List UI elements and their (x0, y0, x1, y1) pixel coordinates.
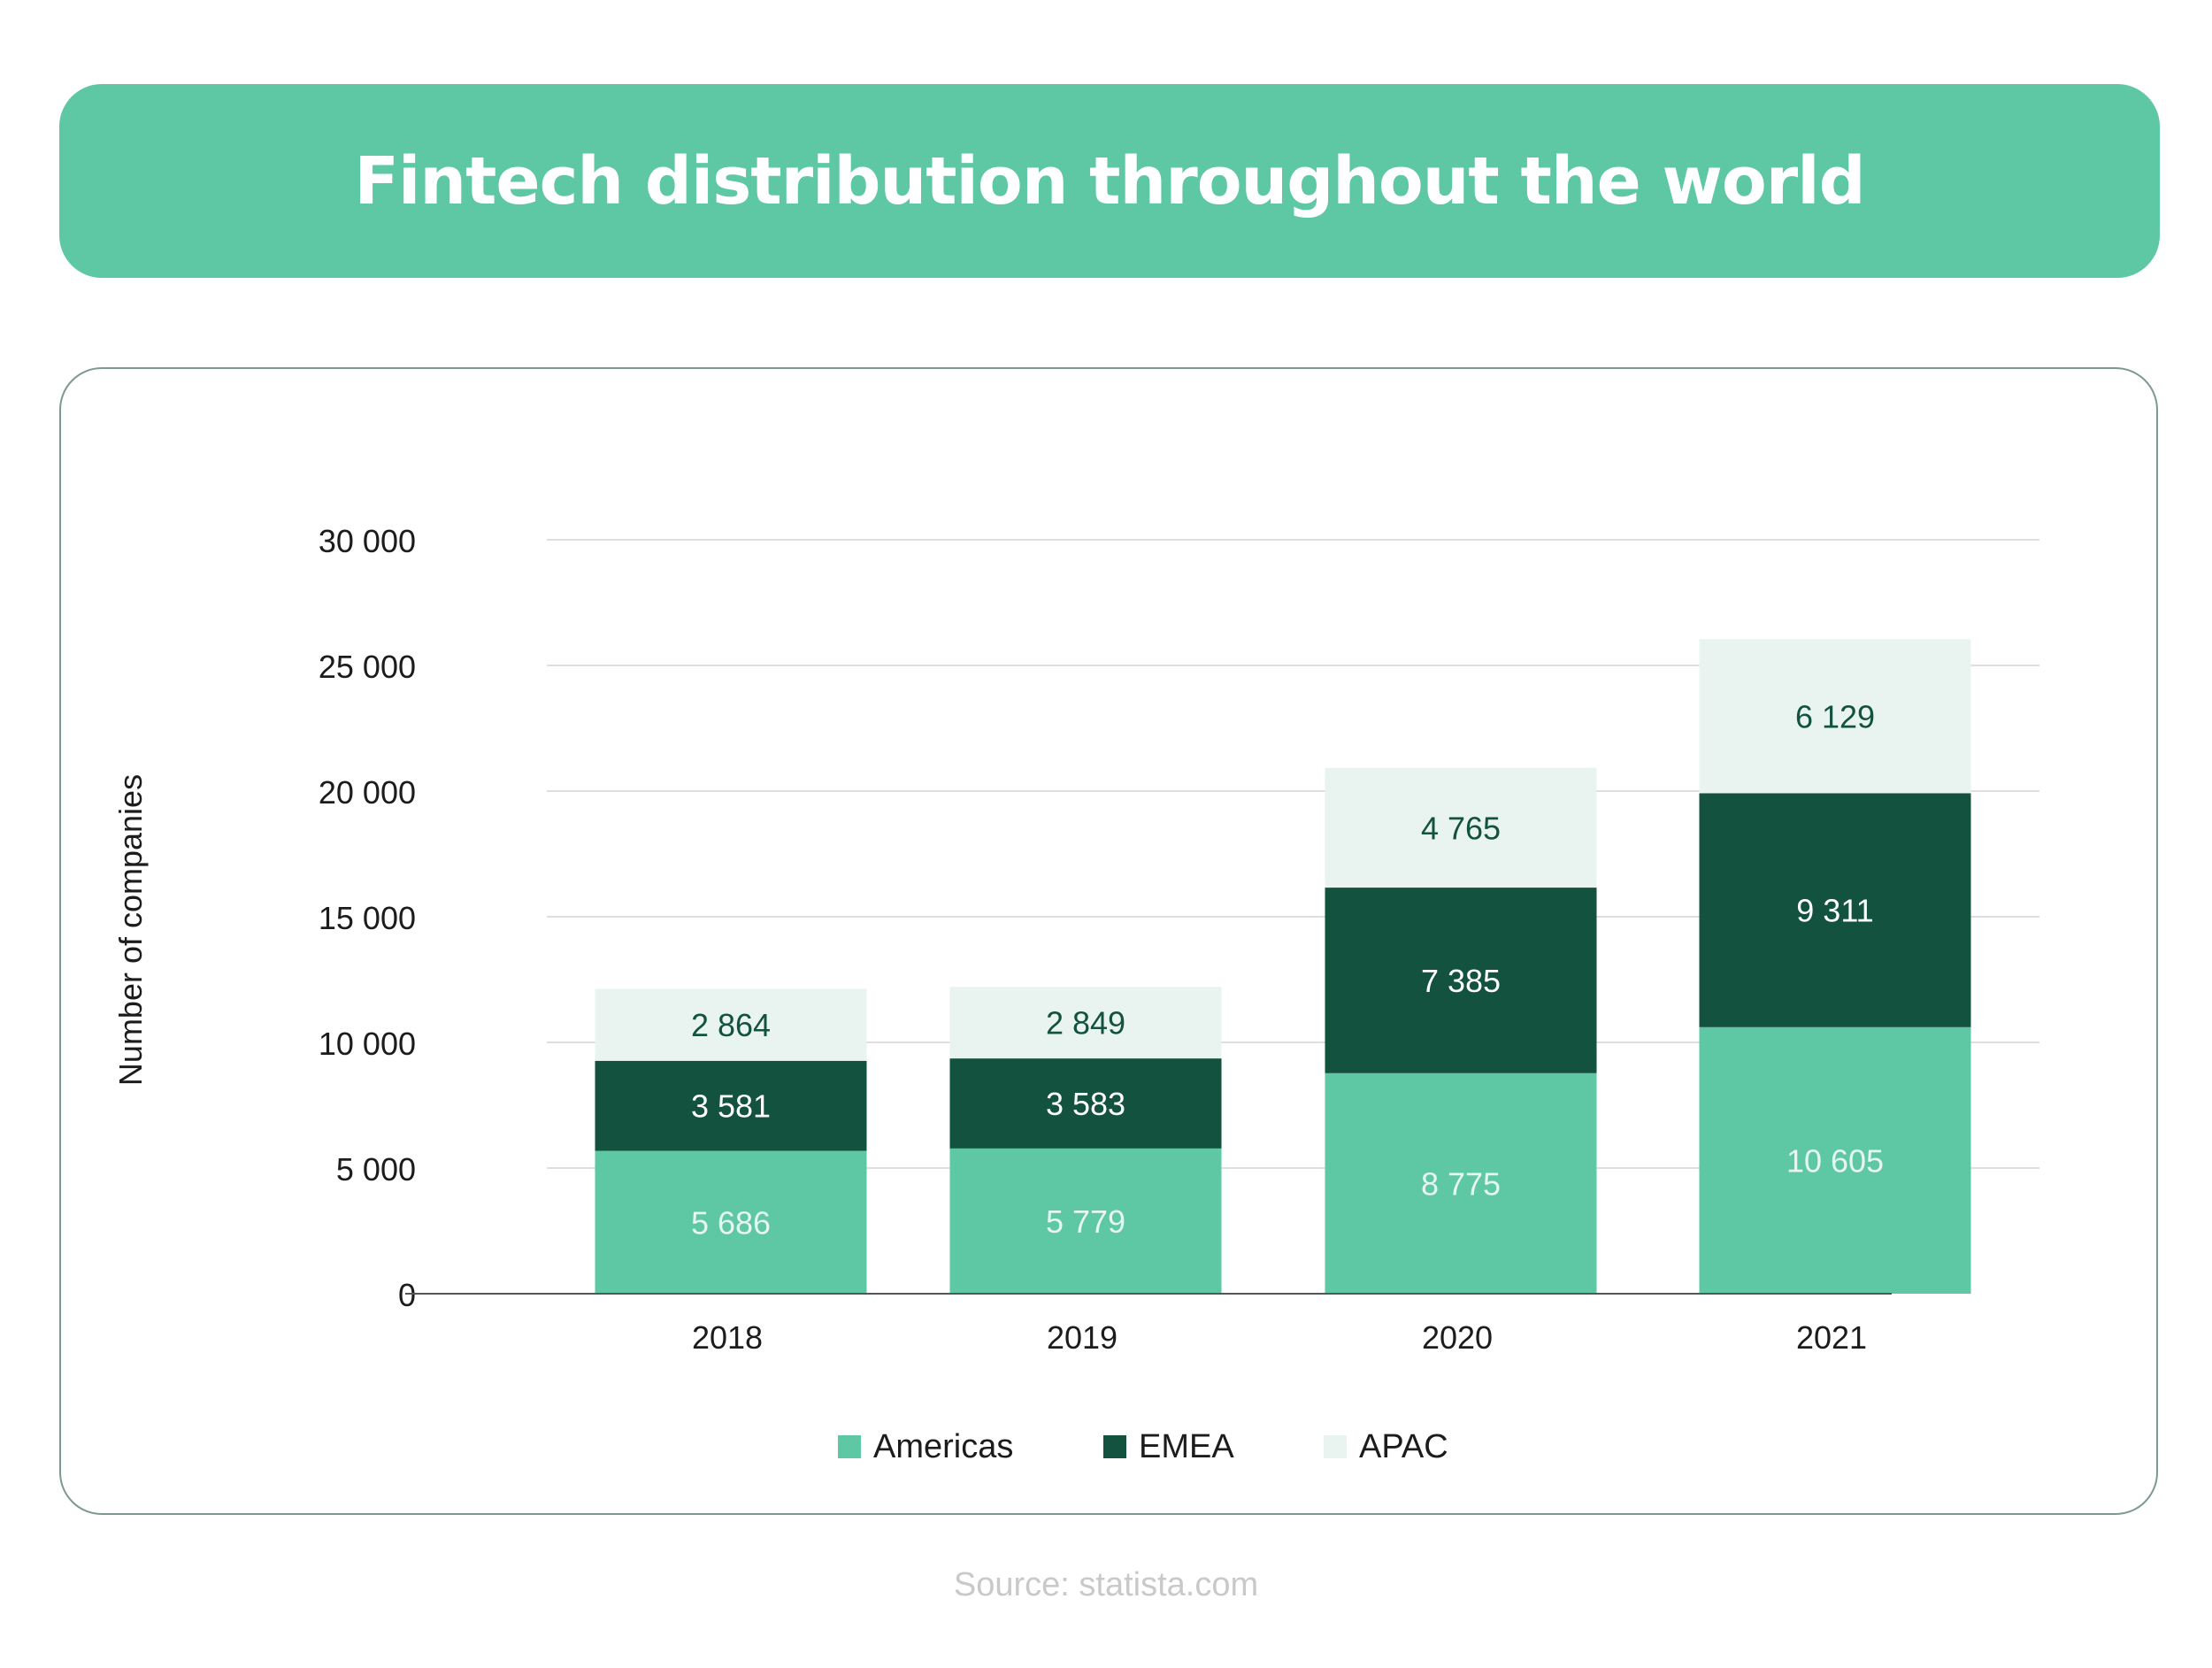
title-banner: Fintech distribution throughout the worl… (59, 84, 2160, 278)
bars: 5 686 3 581 2 864 5 779 3 583 2 849 8 775 7 385… (595, 639, 1971, 1294)
bar-americas-2021 (1699, 1026, 1971, 1294)
x-tick-label: 2021 (1796, 1319, 1867, 1356)
data-label: 7 385 (1421, 963, 1501, 999)
data-label: 6 129 (1795, 698, 1875, 734)
bar-apac-2021 (1699, 639, 1971, 794)
legend: Americas EMEA APAC (838, 1428, 1448, 1465)
x-tick-label: 2018 (692, 1319, 763, 1356)
y-tick-label: 25 000 (319, 649, 416, 685)
x-axis-ticks: 2018 2019 2020 2021 (692, 1319, 1867, 1356)
bar-apac-2020 (1325, 767, 1597, 888)
data-label: 3 581 (691, 1088, 771, 1125)
legend-label: Americas (873, 1428, 1013, 1465)
bar-emea-2018 (595, 1060, 867, 1151)
bar-apac-2018 (595, 988, 867, 1061)
bar-americas-2020 (1325, 1072, 1597, 1294)
y-tick-label: 15 000 (319, 900, 416, 936)
legend-label: APAC (1359, 1428, 1448, 1465)
source-caption: Source: statista.com (953, 1566, 1259, 1603)
x-tick-label: 2019 (1047, 1319, 1118, 1356)
data-label: 5 686 (691, 1204, 771, 1241)
y-tick-label: 10 000 (319, 1026, 416, 1062)
data-label: 4 765 (1421, 810, 1501, 846)
y-tick-label: 20 000 (319, 774, 416, 811)
y-tick-label: 30 000 (319, 523, 416, 559)
y-tick-label: 0 (398, 1277, 416, 1313)
bar-americas-2019 (949, 1148, 1222, 1294)
bar-americas-2018 (595, 1150, 867, 1294)
legend-swatch (1324, 1435, 1347, 1458)
page-title: Fintech distribution throughout the worl… (354, 142, 1865, 219)
bar-emea-2019 (949, 1058, 1222, 1149)
x-tick-label: 2020 (1422, 1319, 1493, 1356)
legend-swatch (838, 1435, 861, 1458)
y-axis-ticks: 0 5 000 10 000 15 000 20 000 25 000 30 000 (319, 523, 416, 1313)
bar-apac-2019 (949, 987, 1222, 1059)
bar-emea-2020 (1325, 888, 1597, 1073)
bar-emea-2021 (1699, 793, 1971, 1027)
y-tick-label: 5 000 (336, 1151, 416, 1188)
y-axis-label: Number of companies (112, 774, 149, 1086)
data-label: 10 605 (1786, 1142, 1884, 1179)
data-label: 8 775 (1421, 1165, 1501, 1202)
data-label: 2 864 (691, 1007, 771, 1043)
data-label: 2 849 (1046, 1005, 1125, 1042)
data-label: 3 583 (1046, 1086, 1125, 1122)
data-label: 5 779 (1046, 1203, 1125, 1240)
data-label: 9 311 (1796, 893, 1873, 929)
legend-label: EMEA (1139, 1428, 1234, 1465)
legend-swatch (1103, 1435, 1126, 1458)
